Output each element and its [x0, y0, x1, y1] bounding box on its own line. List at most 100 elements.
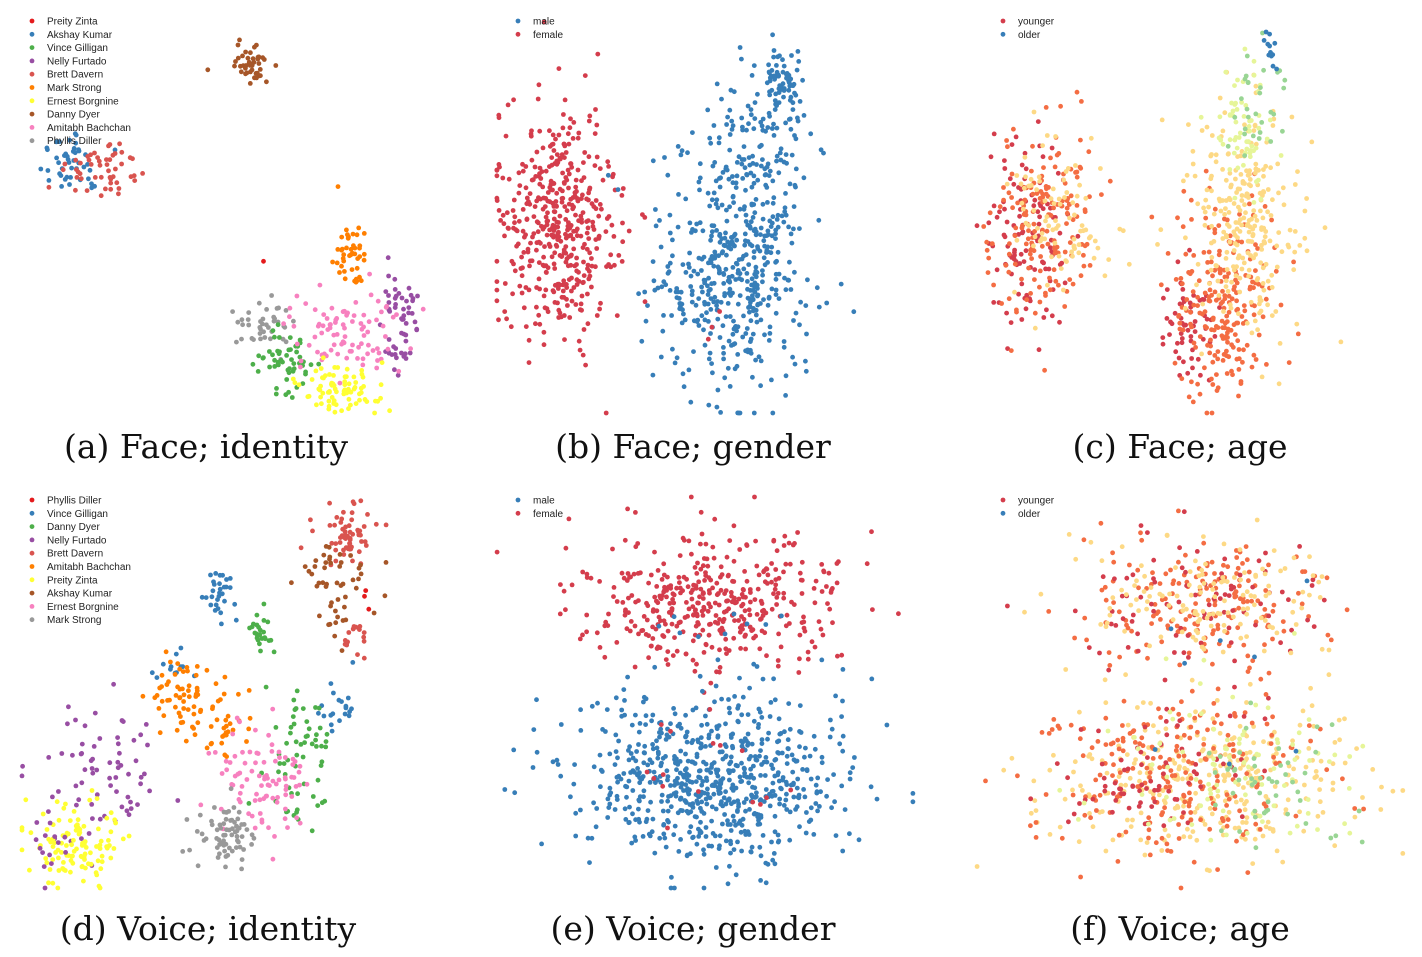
legend-label: Ernest Borgnine: [47, 96, 119, 107]
data-point: [1258, 308, 1264, 314]
data-point: [662, 835, 668, 841]
data-point: [1253, 572, 1258, 578]
data-point: [350, 342, 355, 348]
data-point: [192, 732, 198, 738]
data-point: [626, 757, 632, 763]
data-point: [643, 696, 649, 702]
data-point: [1045, 282, 1050, 288]
data-point: [40, 811, 46, 817]
data-point: [1216, 252, 1222, 258]
data-point: [245, 317, 251, 322]
data-point: [1273, 268, 1279, 274]
data-point: [404, 298, 409, 304]
data-point: [717, 617, 722, 622]
data-point: [749, 793, 755, 799]
data-point: [161, 713, 167, 719]
data-point: [678, 152, 684, 158]
data-point: [1027, 298, 1033, 304]
data-point: [659, 730, 664, 736]
data-point: [1247, 171, 1252, 177]
data-point: [275, 795, 280, 800]
data-point: [254, 791, 259, 797]
data-point: [587, 187, 592, 193]
data-point: [396, 368, 402, 374]
data-point: [713, 806, 719, 812]
data-point: [795, 776, 801, 782]
data-point: [757, 646, 763, 652]
data-point: [572, 762, 577, 767]
data-point: [570, 236, 576, 242]
data-point: [1269, 217, 1274, 223]
data-point: [773, 310, 779, 316]
data-point: [769, 286, 775, 292]
data-point: [715, 773, 721, 779]
data-point: [748, 318, 754, 324]
data-point: [309, 741, 315, 747]
data-point: [383, 334, 388, 339]
data-point: [157, 730, 163, 736]
data-point: [287, 335, 293, 340]
legend-label: Brett Davern: [47, 549, 103, 560]
data-point: [713, 779, 719, 785]
data-point: [1279, 249, 1285, 255]
data-point: [1263, 29, 1269, 35]
data-point: [1224, 313, 1230, 319]
data-point: [778, 644, 784, 650]
data-point: [234, 834, 240, 839]
data-point: [1212, 289, 1218, 295]
data-point: [294, 752, 300, 758]
data-point: [224, 754, 230, 759]
data-point: [585, 321, 591, 327]
data-point: [59, 850, 64, 855]
data-point: [316, 321, 322, 327]
data-point: [346, 396, 352, 402]
data-point: [399, 295, 405, 301]
data-point: [646, 831, 652, 837]
data-point: [1187, 271, 1193, 277]
data-point: [840, 698, 845, 704]
data-point: [663, 657, 669, 662]
data-point: [1221, 541, 1227, 547]
data-point: [232, 819, 237, 825]
data-point: [674, 648, 680, 654]
data-point: [1219, 318, 1225, 324]
data-point: [1222, 752, 1228, 757]
data-point: [327, 372, 332, 377]
data-point: [1176, 314, 1181, 319]
data-point: [692, 608, 698, 613]
data-point: [794, 785, 800, 791]
data-point: [606, 262, 611, 267]
data-point: [665, 628, 671, 634]
data-point: [584, 575, 590, 580]
data-point: [678, 837, 683, 842]
data-point: [335, 184, 341, 190]
data-point: [991, 203, 997, 209]
data-point: [71, 809, 77, 814]
data-point: [847, 776, 853, 782]
data-point: [685, 613, 690, 619]
data-point: [203, 595, 209, 600]
data-point: [348, 546, 354, 552]
data-point: [249, 336, 255, 341]
data-point: [115, 765, 121, 771]
data-point: [765, 200, 770, 205]
data-point: [1239, 100, 1244, 105]
data-point: [805, 656, 811, 662]
data-point: [382, 593, 388, 599]
data-point: [580, 352, 586, 358]
data-point: [1234, 548, 1239, 553]
data-point: [1239, 193, 1245, 198]
data-point: [1275, 161, 1281, 167]
data-point: [1074, 169, 1080, 175]
data-point: [247, 715, 253, 721]
data-point: [606, 214, 612, 219]
data-point: [1053, 218, 1058, 224]
data-point: [1176, 599, 1182, 605]
data-point: [1054, 152, 1060, 158]
data-point: [1264, 136, 1270, 142]
data-point: [152, 695, 158, 701]
data-point: [1183, 251, 1189, 257]
data-point: [571, 285, 577, 290]
data-point: [1005, 346, 1010, 351]
data-point: [571, 228, 576, 234]
